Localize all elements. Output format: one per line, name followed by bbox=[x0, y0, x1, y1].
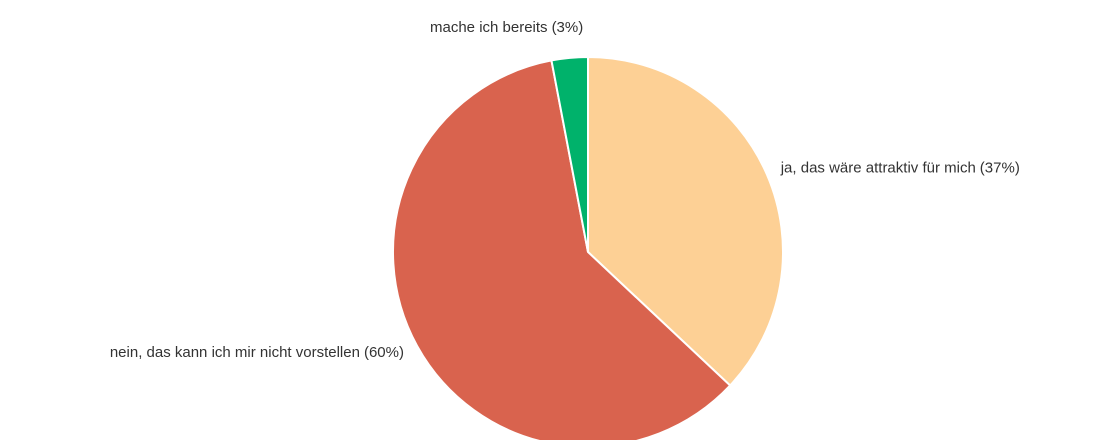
category-label: nein, das kann ich mir nicht vorstellen bbox=[110, 344, 360, 361]
value-label: (37%) bbox=[980, 160, 1020, 177]
category-label: mache ich bereits bbox=[430, 19, 548, 36]
value-label: (3%) bbox=[552, 19, 584, 36]
slice-label: mache ich bereits (3%) bbox=[430, 19, 583, 36]
pie-slice bbox=[392, 59, 732, 440]
value-label: (60%) bbox=[364, 344, 404, 361]
pie-slice bbox=[587, 55, 784, 387]
slice-label: ja, das wäre attraktiv für mich (37%) bbox=[780, 160, 1020, 177]
category-label: ja, das wäre attraktiv für mich bbox=[780, 160, 976, 177]
slice-label: nein, das kann ich mir nicht vorstellen(… bbox=[110, 344, 404, 361]
pie-slice bbox=[550, 55, 589, 253]
